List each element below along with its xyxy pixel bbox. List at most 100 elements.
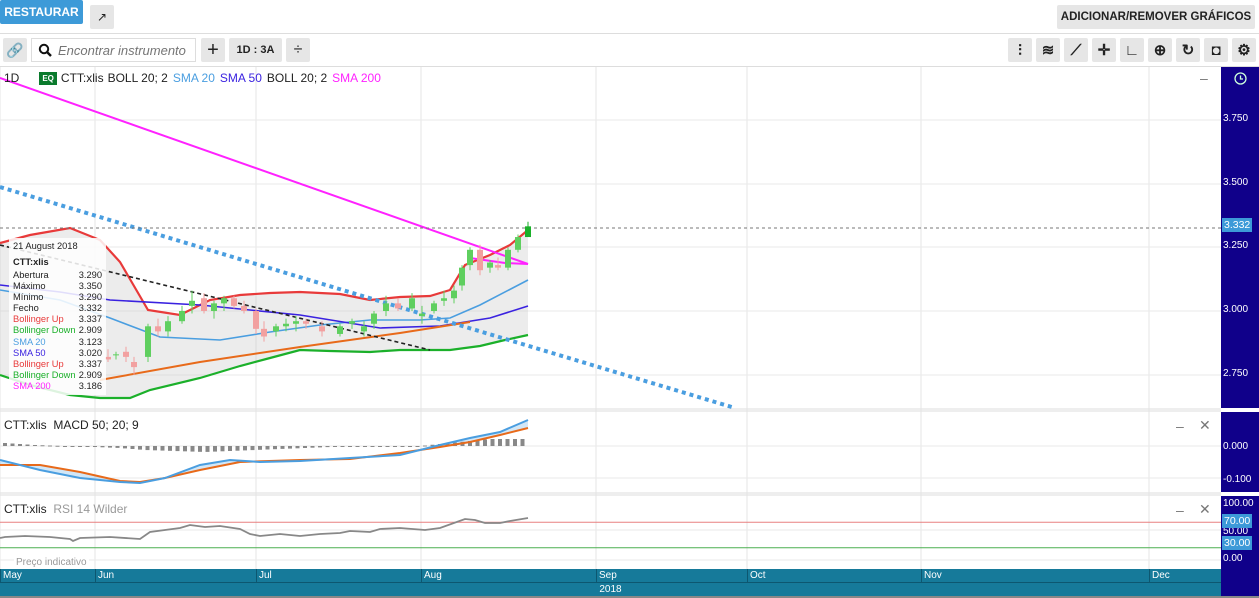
macd-histogram-bar xyxy=(303,446,307,448)
close-macd-button[interactable]: ✕ xyxy=(1199,417,1211,434)
candle xyxy=(495,265,501,268)
tooltip-row: SMA 20 3.123 xyxy=(13,337,102,348)
macd-histogram-bar xyxy=(378,446,382,447)
macd-histogram-bar xyxy=(205,446,210,452)
period-button[interactable]: 1D : 3A xyxy=(229,38,282,62)
macd-tick: 0.000 xyxy=(1223,441,1249,452)
tooltip-label: Mínimo xyxy=(13,292,44,303)
camera-button[interactable]: ◘ xyxy=(1204,38,1228,62)
month-label: Aug xyxy=(421,569,442,583)
tooltip-row: Máximo 3.350 xyxy=(13,281,102,292)
curve-button[interactable]: ∟ xyxy=(1120,38,1144,62)
rsi-tick: 0.00 xyxy=(1223,553,1243,564)
price-tick: 3.500 xyxy=(1223,176,1249,188)
indicator-label[interactable]: SMA 200 xyxy=(332,71,381,85)
macd-histogram-bar xyxy=(168,446,172,451)
tooltip-label: Bollinger Down xyxy=(13,325,76,336)
gear-button[interactable]: ⚙ xyxy=(1232,38,1256,62)
macd-axis[interactable]: 0.000 -0.100 xyxy=(1221,412,1259,492)
rsi-lower-tag: 30.00 xyxy=(1222,536,1253,550)
popout-button[interactable]: ↗ xyxy=(90,5,114,29)
candle xyxy=(131,362,137,368)
macd-histogram-bar xyxy=(78,446,82,447)
tooltip-label: Bollinger Up xyxy=(13,314,64,325)
tooltip-label: Abertura xyxy=(13,270,49,280)
line-draw-button[interactable]: ⟋ xyxy=(1064,38,1088,62)
candle xyxy=(419,313,425,317)
time-axis[interactable]: May Jun Jul Aug Sep Oct Nov Dec xyxy=(0,569,1221,583)
tooltip-value: 3.123 xyxy=(78,336,102,347)
refresh-button[interactable]: ↻ xyxy=(1176,38,1200,62)
macd-histogram-bar xyxy=(25,444,30,446)
add-button[interactable]: + xyxy=(201,38,225,62)
indicator-label[interactable]: SMA 20 xyxy=(172,71,215,85)
indicator-label[interactable]: BOLL 20; 2 xyxy=(107,71,168,85)
month-label: Jul xyxy=(256,569,272,583)
candle xyxy=(231,298,237,306)
indicators-button[interactable]: ≋ xyxy=(1036,38,1060,62)
candles-button[interactable]: ⫶ xyxy=(1008,38,1032,62)
month-label: Nov xyxy=(921,569,942,583)
add-remove-charts-button[interactable]: ADICIONAR/REMOVER GRÁFICOS xyxy=(1057,5,1255,29)
candle xyxy=(179,311,185,322)
tooltip-row: SMA 200 3.186 xyxy=(13,381,102,392)
link-button[interactable]: 🔗 xyxy=(3,38,27,62)
macd-histogram-bar xyxy=(123,446,127,449)
curve-icon: ∟ xyxy=(1124,41,1140,59)
candle xyxy=(145,326,151,357)
close-icon: ✕ xyxy=(1199,417,1211,433)
tooltip-value: 3.332 xyxy=(78,303,102,314)
rsi-symbol: CTT:xlis xyxy=(4,502,47,516)
candle xyxy=(113,354,119,356)
bollinger-down-line xyxy=(0,333,529,400)
tooltip-value: 3.337 xyxy=(78,314,102,325)
candle xyxy=(467,249,473,266)
macd-histogram-bar xyxy=(258,446,262,450)
macd-histogram-bar xyxy=(288,446,292,449)
split-icon: ÷ xyxy=(293,41,303,58)
indicator-label[interactable]: BOLL 20; 2 xyxy=(266,71,328,85)
minimize-macd-button[interactable]: – xyxy=(1176,418,1184,434)
chart-plot-area[interactable] xyxy=(0,67,1221,569)
macd-histogram-bar xyxy=(355,446,360,447)
minimize-main-button[interactable]: – xyxy=(1200,70,1208,86)
gear-icon: ⚙ xyxy=(1237,42,1251,59)
panel-separator xyxy=(0,408,1221,412)
crosshair-button[interactable]: ✛ xyxy=(1092,38,1116,62)
macd-histogram-bar xyxy=(445,443,450,446)
instrument-search[interactable] xyxy=(31,38,196,62)
macd-histogram-bar xyxy=(370,446,375,447)
macd-histogram-bar xyxy=(340,446,345,447)
search-input[interactable] xyxy=(58,42,188,58)
candles-icon: ⫶ xyxy=(1018,41,1022,59)
macd-histogram-bar xyxy=(325,446,330,448)
tooltip-value: 3.020 xyxy=(78,347,102,358)
tooltip-row: Mínimo 3.290 xyxy=(13,292,102,303)
candle xyxy=(361,326,367,332)
price-axis[interactable]: 3.750 3.500 3.250 3.000 2.750 3.332 xyxy=(1221,67,1259,408)
close-rsi-button[interactable]: ✕ xyxy=(1199,501,1211,518)
macd-line xyxy=(0,419,529,485)
rsi-tick: 100.00 xyxy=(1223,498,1254,509)
macd-histogram-bar xyxy=(393,446,397,447)
macd-histogram-bar xyxy=(490,439,495,446)
candle xyxy=(261,328,267,337)
price-tick: 3.000 xyxy=(1223,304,1249,315)
indicator-label[interactable]: SMA 50 xyxy=(219,71,262,85)
rsi-axis[interactable]: 100.00 50.00 0.00 70.00 30.00 xyxy=(1221,496,1259,596)
sma200-line xyxy=(0,77,529,265)
minimize-rsi-button[interactable]: – xyxy=(1176,502,1184,518)
candle xyxy=(303,321,309,324)
macd-histogram-bar xyxy=(18,444,22,446)
candle xyxy=(349,321,355,324)
tooltip-date: 21 August 2018 xyxy=(13,241,78,251)
macd-histogram-bar xyxy=(40,445,45,447)
macd-histogram-bar xyxy=(280,446,285,449)
interval-label: 1D xyxy=(4,71,20,85)
split-button[interactable]: ÷ xyxy=(286,38,310,62)
macd-histogram-bar xyxy=(220,446,225,452)
last-price-tag: 3.332 xyxy=(1222,218,1253,233)
restore-button[interactable]: RESTAURAR xyxy=(0,0,83,24)
macd-histogram-bar xyxy=(385,446,390,447)
zoom-in-button[interactable]: ⊕ xyxy=(1148,38,1172,62)
